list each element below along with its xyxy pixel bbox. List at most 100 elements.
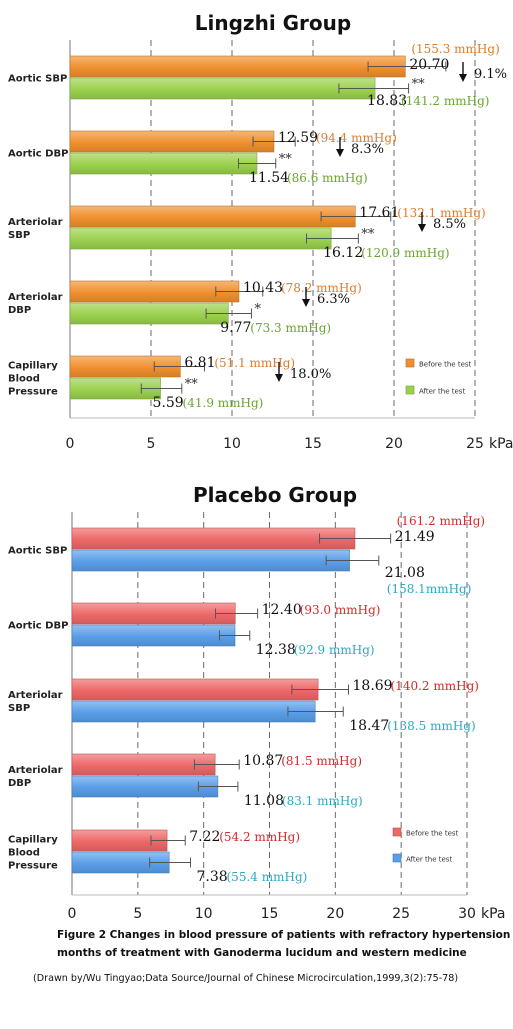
legend-label: Before the test: [419, 361, 472, 369]
mmhg-label: (83.1 mmHg): [282, 794, 363, 808]
down-arrow-head: [459, 74, 467, 82]
category-label: Blood: [8, 848, 40, 859]
legend-swatch: [392, 827, 402, 837]
source-note: (Drawn by/Wu Tingyao;Data Source/Journal…: [33, 973, 458, 984]
data-label: 12.38: [256, 642, 296, 658]
x-axis-unit: kPa: [489, 436, 513, 452]
x-tick-label: 25: [466, 436, 484, 452]
mmhg-label: (155.3 mmHg): [411, 42, 499, 56]
percent-change: 9.1%: [474, 67, 507, 82]
x-tick-label: 0: [66, 436, 75, 452]
category-label: Capillary: [8, 835, 58, 846]
figure-caption-line-1: Figure 2 Changes in blood pressure of pa…: [57, 929, 513, 941]
mmhg-label: (41.9 mmHg): [183, 396, 264, 410]
category-label: Arteriolar: [8, 217, 63, 228]
category-label: Aortic DBP: [8, 149, 68, 160]
mmhg-label: (138.5 mmHg): [387, 719, 475, 733]
bar-after: [69, 227, 332, 250]
category-label: SBP: [8, 703, 30, 714]
bar-after: [71, 624, 236, 647]
mmhg-label: (158.1mmHg): [387, 582, 472, 596]
category-label: Pressure: [8, 387, 58, 398]
bar-before: [69, 130, 275, 153]
bar-after: [71, 549, 350, 572]
legend-swatch: [392, 853, 402, 863]
bar-after: [69, 302, 229, 325]
bar-after: [71, 775, 219, 798]
x-axis-unit: kPa: [481, 906, 506, 922]
significance-mark: *: [254, 302, 261, 317]
legend-label: After the test: [406, 856, 452, 864]
category-label: Blood: [8, 374, 40, 385]
bar-after: [69, 152, 258, 175]
percent-change: 18.0%: [290, 367, 331, 382]
mmhg-label: (54.2 mmHg): [219, 830, 300, 844]
down-arrow-head: [275, 374, 283, 382]
data-label: 12.40: [262, 602, 302, 618]
data-label: 17.61: [359, 205, 399, 221]
mmhg-label: (120.9 mmHg): [361, 246, 449, 260]
category-label: SBP: [8, 230, 30, 241]
data-label: 6.81: [184, 355, 215, 371]
legend-label: Before the test: [406, 830, 459, 838]
bar-after: [69, 77, 376, 100]
percent-change: 8.3%: [351, 142, 384, 157]
mmhg-label: (55.4 mmHg): [227, 870, 308, 884]
mmhg-label: (86.6 mmHg): [287, 171, 368, 185]
mmhg-label: (132.1 mmHg): [397, 206, 485, 220]
x-tick-label: 10: [223, 436, 241, 452]
down-arrow-head: [418, 224, 426, 232]
data-label: 18.83: [367, 93, 407, 109]
data-label: 11.08: [244, 793, 284, 809]
percent-change: 6.3%: [317, 292, 350, 307]
category-label: Aortic DBP: [8, 621, 68, 632]
data-label: 11.54: [249, 170, 289, 186]
data-label: 7.38: [197, 869, 228, 885]
data-label: 20.70: [409, 57, 449, 73]
figure-caption-line-2: months of treatment with Ganoderma lucid…: [57, 947, 467, 959]
category-label: Arteriolar: [8, 765, 63, 776]
placebo-chart: Placebo Group 0 5 10 15 20 25 30 kPa Aortic SBP 21…: [8, 483, 506, 922]
category-label: Aortic SBP: [8, 74, 67, 85]
category-label: DBP: [8, 778, 31, 789]
data-label: 21.49: [395, 529, 435, 545]
category-label: Capillary: [8, 361, 58, 372]
percent-change: 8.5%: [433, 217, 466, 232]
category-label: Aortic SBP: [8, 546, 67, 557]
chart-title: Lingzhi Group: [195, 11, 351, 35]
data-label: 12.59: [278, 130, 318, 146]
mmhg-label: (140.2 mmHg): [391, 679, 479, 693]
data-label: 7.22: [189, 829, 220, 845]
mmhg-label: (141.2 mmHg): [401, 94, 489, 108]
x-tick-label: 5: [133, 906, 142, 922]
data-label: 21.08: [385, 565, 425, 581]
mmhg-label: (93.0 mmHg): [300, 603, 381, 617]
bar-before: [69, 280, 240, 303]
mmhg-label: (51.1 mmHg): [214, 356, 295, 370]
mmhg-label: (78.2 mmHg): [281, 281, 362, 295]
significance-mark: **: [279, 152, 293, 167]
bar-before: [71, 602, 236, 625]
chart-title: Placebo Group: [193, 483, 357, 507]
mmhg-label: (81.5 mmHg): [281, 754, 362, 768]
data-label: 9.77: [220, 320, 251, 336]
bar-after: [71, 700, 316, 723]
x-tick-label: 25: [392, 906, 410, 922]
lingzhi-chart: Lingzhi Group 0 5 10 15 20 25 kPa Aortic SBP 20.7…: [8, 11, 513, 452]
significance-mark: **: [412, 77, 426, 92]
down-arrow-head: [336, 149, 344, 157]
legend-swatch: [405, 385, 415, 395]
data-label: 5.59: [153, 395, 184, 411]
down-arrow-head: [302, 299, 310, 307]
x-tick-label: 0: [68, 906, 77, 922]
bar-before: [69, 55, 406, 78]
x-tick-label: 10: [195, 906, 213, 922]
category-label: Pressure: [8, 861, 58, 872]
mmhg-label: (73.3 mmHg): [250, 321, 331, 335]
legend-label: After the test: [419, 388, 465, 396]
data-label: 16.12: [323, 245, 363, 261]
significance-mark: **: [185, 377, 199, 392]
legend-swatch: [405, 358, 415, 368]
x-tick-label: 5: [147, 436, 156, 452]
